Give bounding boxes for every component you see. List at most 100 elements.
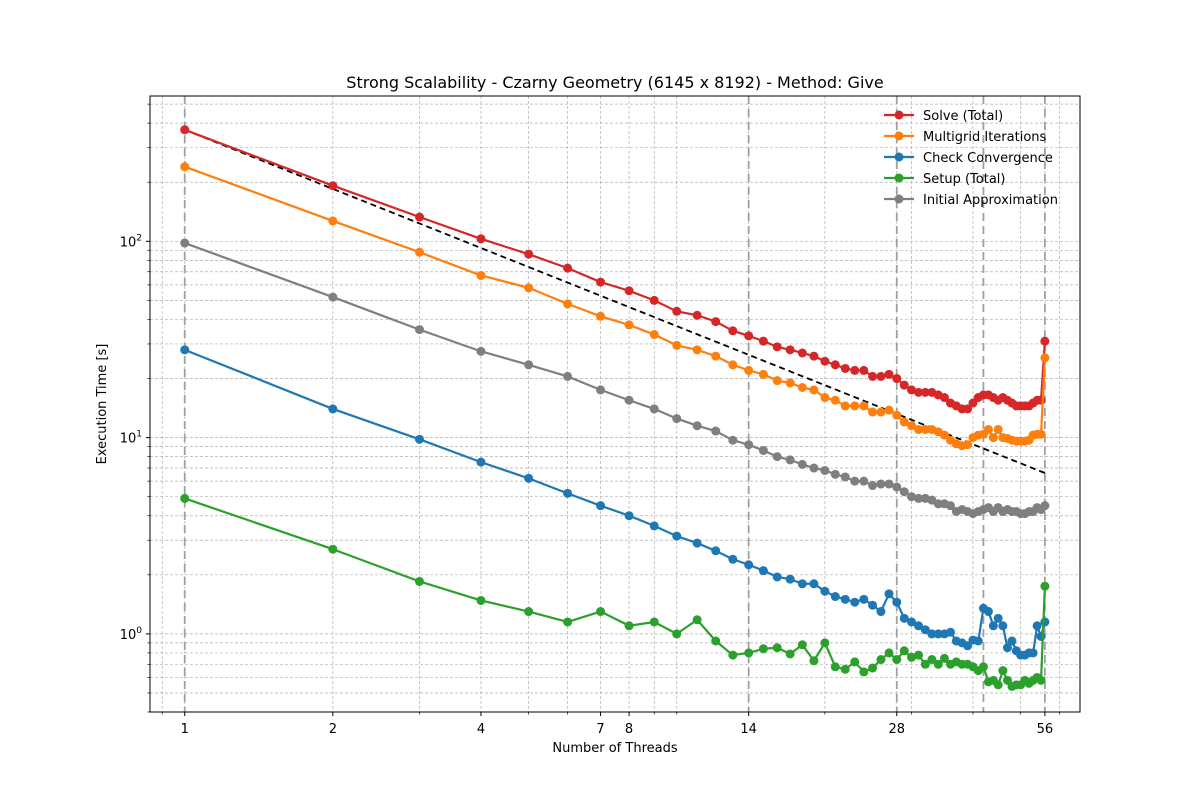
- data-point: [476, 234, 486, 244]
- data-point: [180, 125, 190, 135]
- data-point: [920, 387, 930, 397]
- legend-label: Initial Approximation: [923, 193, 1058, 208]
- data-point: [328, 216, 338, 226]
- data-point: [649, 404, 659, 414]
- data-point: [899, 646, 909, 656]
- data-point: [820, 356, 830, 366]
- legend-item-setup-total: Setup (Total): [884, 172, 1005, 187]
- data-point: [945, 627, 955, 637]
- data-point: [744, 365, 754, 375]
- data-point: [939, 653, 949, 663]
- data-point: [876, 607, 886, 617]
- data-point: [840, 363, 850, 373]
- data-point: [596, 607, 606, 617]
- data-point: [180, 238, 190, 248]
- data-point: [920, 424, 930, 434]
- y-tick-label: 100: [120, 626, 143, 643]
- data-point: [920, 659, 930, 669]
- data-point: [939, 430, 949, 440]
- data-point: [1040, 581, 1050, 591]
- x-tick-label: 28: [889, 722, 906, 737]
- legend-label: Check Convergence: [923, 151, 1053, 166]
- data-point: [414, 434, 424, 444]
- data-point: [649, 617, 659, 627]
- data-point: [840, 401, 850, 411]
- data-point: [840, 594, 850, 604]
- data-point: [1036, 429, 1046, 439]
- data-point: [876, 655, 886, 665]
- series-initial-approximation: [180, 238, 1050, 519]
- data-point: [1028, 648, 1038, 658]
- data-point: [820, 465, 830, 475]
- data-point: [859, 594, 869, 604]
- data-point: [1040, 501, 1050, 511]
- x-axis-label: Number of Threads: [552, 741, 677, 756]
- data-point: [850, 401, 860, 411]
- data-point: [328, 292, 338, 302]
- data-point: [744, 440, 754, 450]
- data-point: [180, 162, 190, 172]
- data-point: [596, 385, 606, 395]
- data-point: [809, 656, 819, 666]
- data-point: [1040, 353, 1050, 363]
- data-point: [596, 277, 606, 287]
- data-point: [414, 576, 424, 586]
- data-point: [180, 493, 190, 503]
- data-point: [927, 655, 937, 665]
- data-point: [524, 249, 534, 259]
- y-tick-label: 102: [120, 233, 142, 250]
- data-point: [414, 325, 424, 335]
- data-point: [988, 621, 998, 631]
- data-point: [850, 657, 860, 667]
- data-point: [414, 212, 424, 222]
- legend-item-solve-total: Solve (Total): [884, 109, 1003, 124]
- data-point: [797, 383, 807, 392]
- data-point: [884, 479, 894, 489]
- data-point: [920, 625, 930, 635]
- data-point: [772, 572, 782, 582]
- data-point: [563, 617, 573, 627]
- legend-label: Multigrid Iterations: [923, 130, 1047, 145]
- data-point: [963, 440, 973, 450]
- data-point: [993, 613, 1003, 623]
- data-point: [993, 680, 1003, 690]
- axis-layer: 1 2 4 7 8 14 28 56 100 101 102: [120, 103, 1060, 737]
- data-point: [907, 385, 917, 395]
- data-point: [1036, 675, 1046, 685]
- data-point: [850, 476, 860, 486]
- data-point: [963, 404, 973, 414]
- data-point: [728, 435, 738, 445]
- data-point: [758, 336, 768, 346]
- data-point: [876, 371, 886, 381]
- data-point: [899, 417, 909, 427]
- data-point: [728, 360, 738, 370]
- data-point: [672, 531, 682, 541]
- y-tick-label: 101: [120, 430, 142, 447]
- data-point: [933, 659, 943, 669]
- x-tick-label: 7: [596, 722, 604, 737]
- data-point: [884, 589, 894, 599]
- data-point: [672, 340, 682, 350]
- series-layer: [180, 125, 1050, 691]
- data-point: [728, 326, 738, 336]
- data-point: [758, 369, 768, 379]
- data-point: [772, 643, 782, 653]
- data-point: [820, 638, 830, 648]
- data-point: [785, 574, 795, 584]
- data-point: [476, 270, 486, 280]
- data-point: [711, 546, 721, 556]
- data-point: [939, 393, 949, 403]
- data-point: [1036, 395, 1046, 405]
- data-point: [758, 445, 768, 455]
- chart-title: Strong Scalability - Czarny Geometry (61…: [346, 73, 883, 92]
- legend-item-initial-approximation: Initial Approximation: [884, 193, 1058, 208]
- data-point: [563, 263, 573, 273]
- data-point: [830, 469, 840, 479]
- data-point: [692, 345, 702, 355]
- data-point: [830, 395, 840, 405]
- data-point: [1002, 643, 1012, 653]
- legend-item-multigrid-iterations: Multigrid Iterations: [884, 130, 1047, 145]
- series-setup-total: [180, 493, 1050, 691]
- data-point: [899, 380, 909, 390]
